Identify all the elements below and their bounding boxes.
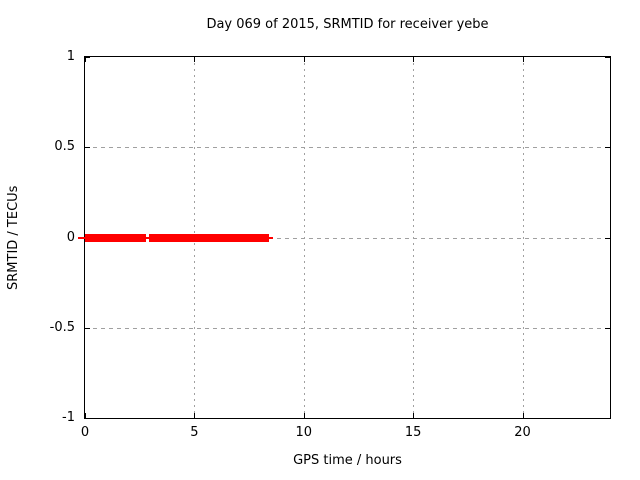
x-tick-mark-bottom <box>303 413 305 418</box>
x-tick-mark-bottom <box>194 413 196 418</box>
x-tick-mark-top <box>413 57 415 62</box>
x-tick-label: 20 <box>514 425 531 440</box>
gridline-horizontal <box>85 327 610 329</box>
x-tick-mark-bottom <box>522 413 524 418</box>
y-tick-mark-right <box>605 418 610 419</box>
y-tick-mark-right <box>605 237 610 239</box>
x-tick-mark-bottom <box>85 413 86 418</box>
y-tick-label: -1 <box>62 410 75 425</box>
y-tick-mark-right <box>605 327 610 329</box>
y-tick-mark-right <box>605 147 610 149</box>
chart-title: Day 069 of 2015, SRMTID for receiver yeb… <box>206 17 489 32</box>
x-tick-mark-bottom <box>413 413 415 418</box>
y-tick-mark-left <box>85 418 90 419</box>
x-tick-label: 0 <box>80 425 90 440</box>
y-tick-mark-left <box>85 147 90 149</box>
y-tick-label: 0.5 <box>54 139 75 155</box>
gridline-horizontal <box>85 147 610 149</box>
y-tick-mark-right <box>605 57 610 58</box>
y-tick-label: 1 <box>66 49 75 64</box>
x-tick-mark-top <box>194 57 196 62</box>
x-tick-label: 5 <box>190 425 199 440</box>
y-tick-label: 0 <box>66 229 75 245</box>
plot-area <box>78 56 611 419</box>
y-tick-label: -0.5 <box>49 319 75 335</box>
series-data-segment <box>148 233 269 242</box>
y-tick-mark-left <box>85 57 90 58</box>
x-tick-mark-top <box>522 57 524 62</box>
x-tick-mark-top <box>303 57 305 62</box>
y-tick-mark-left <box>85 327 90 329</box>
x-tick-label: 10 <box>295 425 313 440</box>
x-tick-label: 15 <box>404 425 422 440</box>
x-tick-mark-top <box>85 57 86 62</box>
series-data-segment <box>85 233 146 242</box>
x-axis-label: GPS time / hours <box>293 453 402 468</box>
gridline-horizontal <box>85 237 610 239</box>
